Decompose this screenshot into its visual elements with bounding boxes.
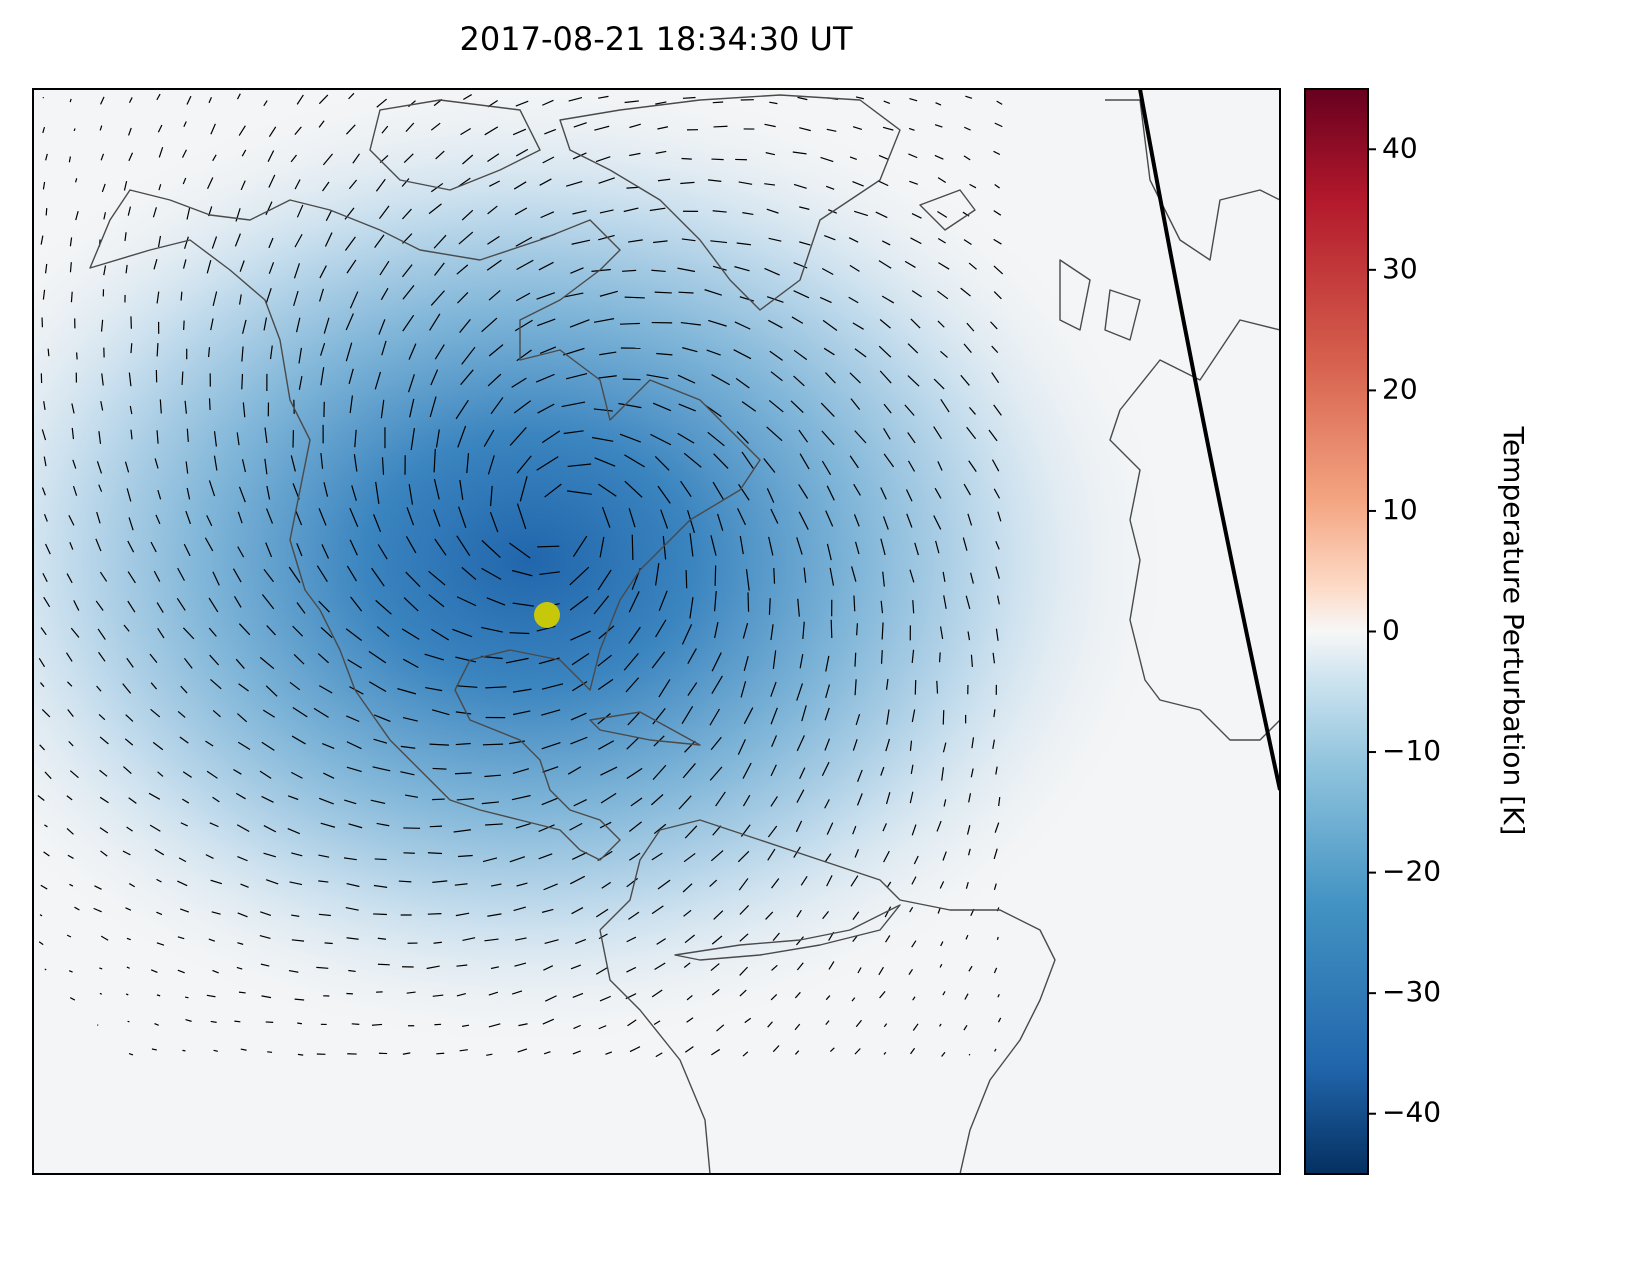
wind-vector bbox=[774, 568, 775, 584]
wind-vector bbox=[537, 546, 559, 547]
wind-vector bbox=[940, 652, 941, 662]
map-title: 2017-08-21 18:34:30 UT bbox=[460, 20, 853, 58]
wind-vector bbox=[882, 650, 883, 664]
colorbar-tick-label: 40 bbox=[1382, 131, 1418, 164]
wind-vector bbox=[483, 744, 503, 745]
wind-vector bbox=[185, 997, 188, 998]
wind-vector bbox=[182, 371, 183, 384]
wind-vector bbox=[399, 881, 412, 882]
colorbar bbox=[1305, 89, 1368, 1174]
wind-vector bbox=[373, 914, 387, 915]
wind-vector bbox=[969, 1054, 970, 1055]
totality-center bbox=[534, 602, 560, 628]
wind-vector bbox=[436, 1053, 444, 1054]
wind-vector bbox=[626, 187, 639, 188]
wind-vector bbox=[48, 349, 49, 357]
wind-vector bbox=[455, 773, 472, 774]
wind-vector bbox=[352, 1024, 360, 1025]
wind-vector bbox=[937, 681, 938, 694]
wind-vector bbox=[182, 1050, 185, 1051]
wind-vector bbox=[711, 159, 723, 160]
wind-vector bbox=[997, 937, 998, 940]
colorbar-tick-label: −20 bbox=[1382, 855, 1441, 888]
wind-vector bbox=[623, 379, 641, 380]
wind-vector bbox=[77, 352, 78, 359]
wind-vector bbox=[632, 535, 633, 560]
colorbar-label: Temperature Perturbation [K] bbox=[1497, 426, 1530, 836]
wind-vector bbox=[430, 826, 442, 827]
wind-vector bbox=[432, 799, 445, 800]
wind-vector bbox=[686, 570, 687, 588]
wind-vector bbox=[157, 343, 158, 356]
wind-vector bbox=[295, 999, 305, 1000]
wind-vector bbox=[428, 914, 442, 915]
wind-vector bbox=[655, 292, 672, 293]
colorbar-tick-label: −40 bbox=[1382, 1096, 1441, 1129]
wind-vector bbox=[375, 859, 387, 860]
colorbar-tick-label: 30 bbox=[1382, 252, 1418, 285]
colorbar-tick-label: 0 bbox=[1382, 614, 1400, 647]
wind-vector bbox=[325, 943, 333, 944]
wind-vector bbox=[46, 208, 47, 215]
wind-vector bbox=[748, 592, 749, 611]
wind-vector bbox=[210, 398, 211, 410]
temperature-field bbox=[33, 89, 1280, 1174]
wind-vector bbox=[714, 126, 728, 127]
wind-vector bbox=[683, 98, 696, 99]
wind-vector bbox=[682, 158, 692, 159]
wind-vector bbox=[854, 596, 855, 612]
wind-vector bbox=[100, 993, 102, 994]
wind-vector bbox=[298, 1054, 303, 1055]
wind-vector bbox=[372, 1024, 382, 1025]
colorbar-tick-label: −30 bbox=[1382, 975, 1441, 1008]
wind-vector bbox=[181, 292, 182, 301]
wind-vector bbox=[71, 292, 72, 302]
colorbar-tick-label: 20 bbox=[1382, 372, 1418, 405]
wind-vector bbox=[855, 653, 856, 667]
wind-vector bbox=[509, 633, 529, 634]
wind-vector bbox=[679, 292, 694, 293]
colorbar-tick-label: −10 bbox=[1382, 734, 1441, 767]
wind-vector bbox=[45, 969, 46, 970]
wind-vector bbox=[184, 321, 185, 330]
wind-vector bbox=[131, 343, 132, 353]
wind-vector bbox=[242, 374, 243, 389]
wind-vector bbox=[297, 1023, 302, 1024]
colorbar-tick-label: 10 bbox=[1382, 493, 1418, 526]
wind-vector bbox=[378, 964, 390, 965]
wind-vector bbox=[620, 323, 640, 324]
wind-vector bbox=[831, 620, 832, 638]
colorbar-ticks: −40 −30 −20 −10 0 10 20 30 40 bbox=[1368, 131, 1441, 1128]
map-area bbox=[33, 89, 1280, 1174]
wind-vector bbox=[239, 992, 246, 993]
wind-vector bbox=[234, 1021, 240, 1022]
wind-vector bbox=[857, 623, 858, 635]
wind-vector bbox=[267, 1052, 272, 1053]
wind-vector bbox=[128, 1021, 130, 1022]
wind-vector bbox=[428, 853, 442, 854]
wind-vector bbox=[715, 566, 716, 586]
wind-vector bbox=[943, 710, 944, 724]
wind-vector bbox=[713, 102, 723, 103]
wind-vector bbox=[433, 768, 447, 769]
wind-vector bbox=[625, 297, 645, 298]
wind-vector bbox=[769, 598, 770, 615]
